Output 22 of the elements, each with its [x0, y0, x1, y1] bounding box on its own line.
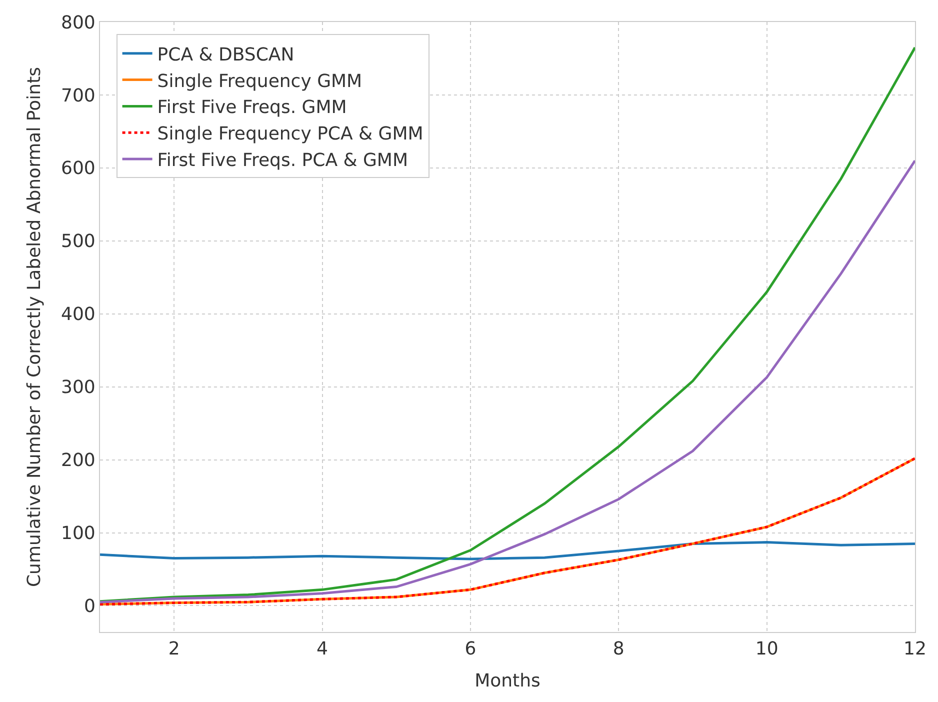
y-tick-label: 800 [61, 12, 96, 34]
y-tick-label: 400 [61, 304, 96, 326]
y-tick-label: 700 [61, 85, 96, 106]
y-tick-label: 100 [61, 523, 96, 544]
x-tick-label: 8 [612, 638, 624, 660]
legend-label: First Five Freqs. PCA & GMM [157, 150, 408, 172]
y-tick-label: 200 [61, 450, 96, 472]
y-tick-label: 300 [61, 377, 96, 398]
legend-label: Single Frequency PCA & GMM [157, 124, 424, 145]
x-axis-title: Months [474, 670, 540, 692]
x-tick-label: 10 [755, 638, 778, 660]
x-tick-label: 4 [316, 638, 328, 660]
y-axis-title: Cumulative Number of Correctly Labeled Abnormal Points [24, 66, 46, 588]
legend-label: First Five Freqs. GMM [157, 97, 347, 118]
x-tick-label: 12 [904, 638, 926, 660]
x-tick-label: 2 [168, 638, 180, 660]
y-tick-label: 0 [84, 596, 96, 618]
legend-label: PCA & DBSCAN [157, 44, 294, 66]
legend-label: Single Frequency GMM [157, 70, 362, 92]
y-tick-label: 500 [61, 231, 96, 252]
y-tick-label: 600 [61, 158, 96, 180]
x-tick-label: 6 [464, 638, 476, 660]
